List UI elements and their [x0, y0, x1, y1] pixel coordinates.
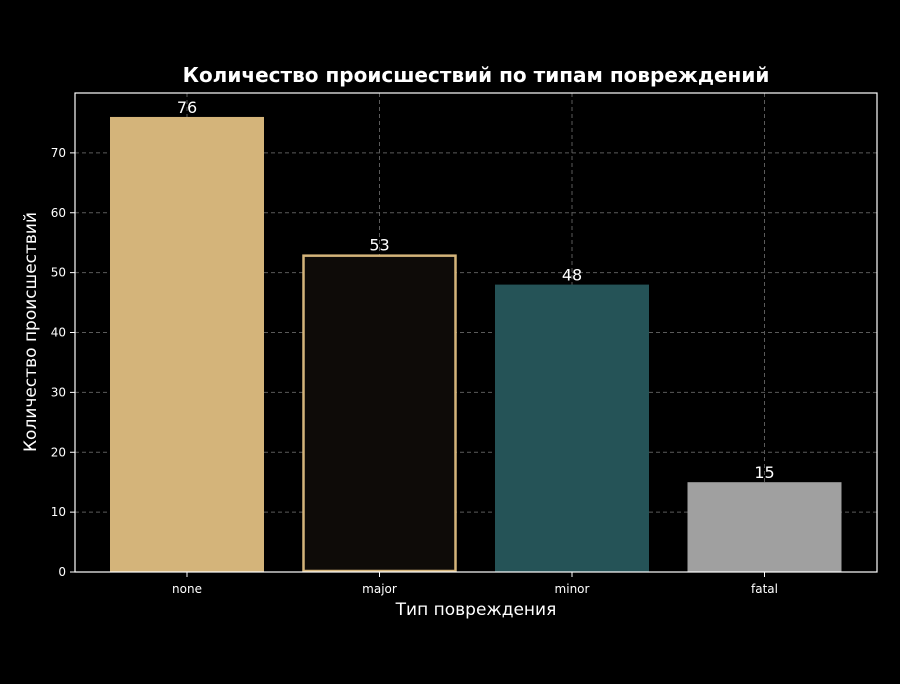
x-tick-label: major — [362, 582, 397, 596]
y-axis: 0 10 20 30 40 50 60 70 — [51, 146, 75, 579]
y-tick-label: 60 — [51, 206, 66, 220]
y-tick-label: 10 — [51, 505, 66, 519]
data-label-none: 76 — [177, 98, 197, 117]
x-axis: none major minor fatal — [172, 572, 778, 596]
x-tick-label: minor — [555, 582, 590, 596]
y-tick-label: 70 — [51, 146, 66, 160]
data-label-minor: 48 — [562, 266, 582, 285]
bar-minor — [495, 284, 649, 572]
y-tick-label: 30 — [51, 385, 66, 399]
y-tick-label: 0 — [58, 565, 66, 579]
plot-frame — [74, 92, 878, 573]
y-axis-label: Количество происшествий — [21, 212, 41, 452]
bar-major — [302, 254, 457, 573]
bars — [110, 116, 842, 573]
bar-fatal — [687, 482, 842, 572]
x-tick-label: none — [172, 582, 202, 596]
y-tick-label: 50 — [51, 266, 66, 280]
data-label-fatal: 15 — [754, 463, 774, 482]
bar-none — [110, 116, 264, 572]
data-labels: 76 53 48 15 — [177, 98, 775, 482]
x-axis-label: Тип повреждения — [395, 600, 557, 620]
y-tick-label: 20 — [51, 445, 66, 459]
y-tick-label: 40 — [51, 326, 66, 340]
chart-title: Количество происшествий по типам поврежд… — [183, 63, 770, 87]
x-tick-label: fatal — [751, 582, 778, 596]
data-label-major: 53 — [369, 236, 389, 255]
